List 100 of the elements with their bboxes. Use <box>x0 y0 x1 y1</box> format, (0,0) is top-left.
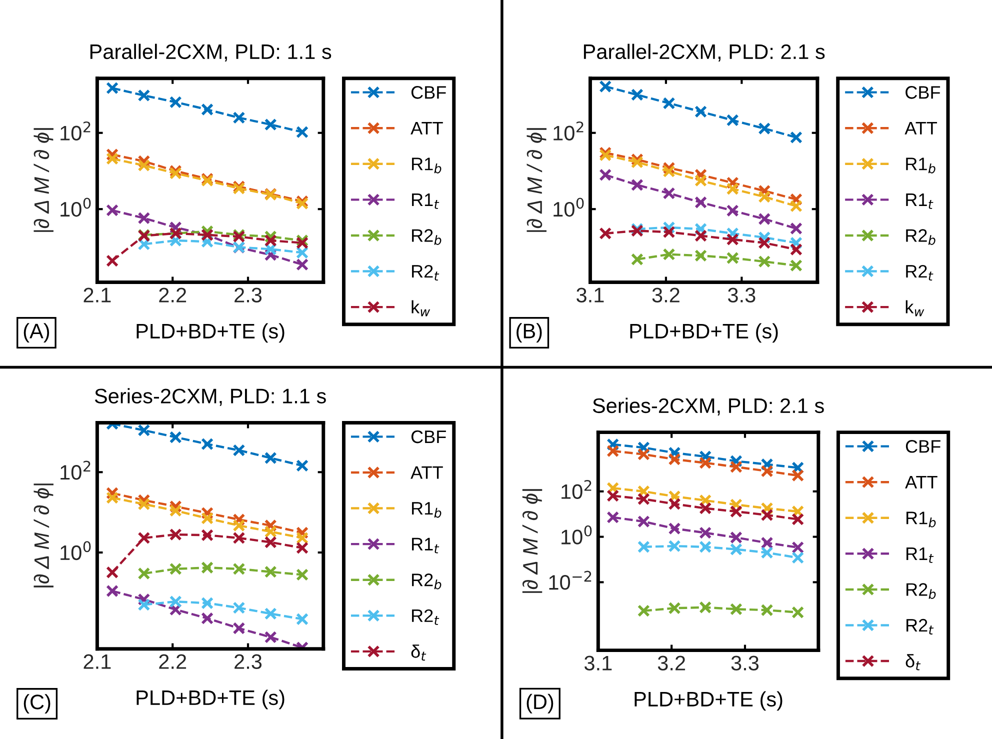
y-axis-title: |∂ Δ M / ∂ ϕ| <box>34 128 54 232</box>
x-tick-label: 2.3 <box>234 654 262 670</box>
point <box>668 540 681 552</box>
point <box>296 246 309 259</box>
legend-label: δ$_{t}$ <box>906 654 921 670</box>
point <box>699 456 712 470</box>
legend-label: R2$_{t}$ <box>906 618 934 634</box>
legend-label: k$_{w}$ <box>412 300 430 316</box>
text: (C) <box>24 694 50 714</box>
point <box>201 512 214 525</box>
point <box>637 448 650 461</box>
point <box>296 532 309 544</box>
y-tick-label: 10$^{−2}$ <box>549 570 592 590</box>
point <box>606 511 620 524</box>
point <box>668 602 681 614</box>
point <box>264 566 277 578</box>
legend-label: R2$_{b}$ <box>906 583 936 599</box>
x-tick-label: 3.2 <box>652 288 680 302</box>
point <box>758 212 771 226</box>
point <box>232 519 246 532</box>
point <box>264 525 277 538</box>
x-tick-label: 2.1 <box>84 288 111 302</box>
point <box>694 105 708 118</box>
legend-label: R2$_{b}$ <box>412 574 442 590</box>
point <box>264 234 277 247</box>
point <box>106 566 119 579</box>
y-tick-label: 10$^{0}$ <box>554 198 584 217</box>
point <box>169 167 182 180</box>
point <box>138 89 150 102</box>
x-tick-label: 3.2 <box>658 656 686 670</box>
point <box>637 492 650 506</box>
point <box>760 604 774 616</box>
point <box>201 528 214 542</box>
point <box>637 515 650 528</box>
point <box>201 612 214 625</box>
point <box>232 622 246 635</box>
point <box>264 607 277 620</box>
text: (B) <box>516 323 542 342</box>
x-tick-label: 3.3 <box>728 288 756 302</box>
point <box>138 424 150 437</box>
point <box>169 504 182 517</box>
y-tick-label: 10$^{0}$ <box>60 198 91 217</box>
legend-label: R2$_{b}$ <box>412 229 442 245</box>
point <box>630 88 644 102</box>
point <box>599 227 612 240</box>
point <box>106 82 119 94</box>
point <box>792 469 804 482</box>
x-tick-label: 3.1 <box>584 656 612 670</box>
point <box>264 452 277 464</box>
point <box>169 595 182 608</box>
point <box>790 200 802 212</box>
point <box>296 568 309 581</box>
legend-label: R2$_{t}$ <box>412 264 440 281</box>
point <box>662 96 676 110</box>
point <box>264 536 277 548</box>
point <box>106 152 119 165</box>
point <box>201 561 214 574</box>
legend-label: R2$_{t}$ <box>906 264 934 281</box>
point <box>730 505 742 518</box>
point <box>790 243 802 256</box>
y-tick-label: 10$^{0}$ <box>60 541 91 560</box>
point <box>758 122 771 135</box>
point <box>760 536 774 550</box>
point <box>630 253 644 266</box>
legend-label: R1$_{b}$ <box>412 502 442 518</box>
point <box>758 236 771 250</box>
x-axis-title: PLD+BD+TE (s) <box>630 323 778 343</box>
point <box>699 502 712 515</box>
point <box>662 248 676 261</box>
point <box>106 254 119 268</box>
point <box>138 159 150 172</box>
point <box>790 222 802 235</box>
point <box>232 444 246 457</box>
point <box>296 459 309 472</box>
point <box>296 236 309 250</box>
point <box>138 598 150 612</box>
point <box>694 196 708 209</box>
point <box>792 551 804 564</box>
y-axis-title: |∂ Δ M / ∂ ϕ| <box>522 489 542 593</box>
chart-title: Series-2CXM, PLD: 1.1 s <box>94 388 326 406</box>
point <box>726 114 739 126</box>
legend-label: R1$_{t}$ <box>906 548 934 563</box>
point <box>606 444 620 458</box>
legend-label: ATT <box>410 466 443 479</box>
point <box>296 542 309 554</box>
point <box>637 604 650 618</box>
x-axis-title: PLD+BD+TE (s) <box>634 691 782 711</box>
legend-label: δ$_{t}$ <box>411 644 426 661</box>
y-axis-title: |∂ Δ M / ∂ ϕ| <box>34 484 54 588</box>
legend-label: CBF <box>411 86 446 99</box>
point <box>730 531 742 544</box>
point <box>699 540 712 554</box>
legend-label: R1$_{t}$ <box>412 538 440 554</box>
x-tick-label: 2.2 <box>159 288 186 302</box>
point <box>662 165 676 178</box>
point <box>662 187 676 200</box>
point <box>232 602 246 614</box>
point <box>730 602 742 616</box>
point <box>201 438 214 450</box>
point <box>599 168 612 182</box>
